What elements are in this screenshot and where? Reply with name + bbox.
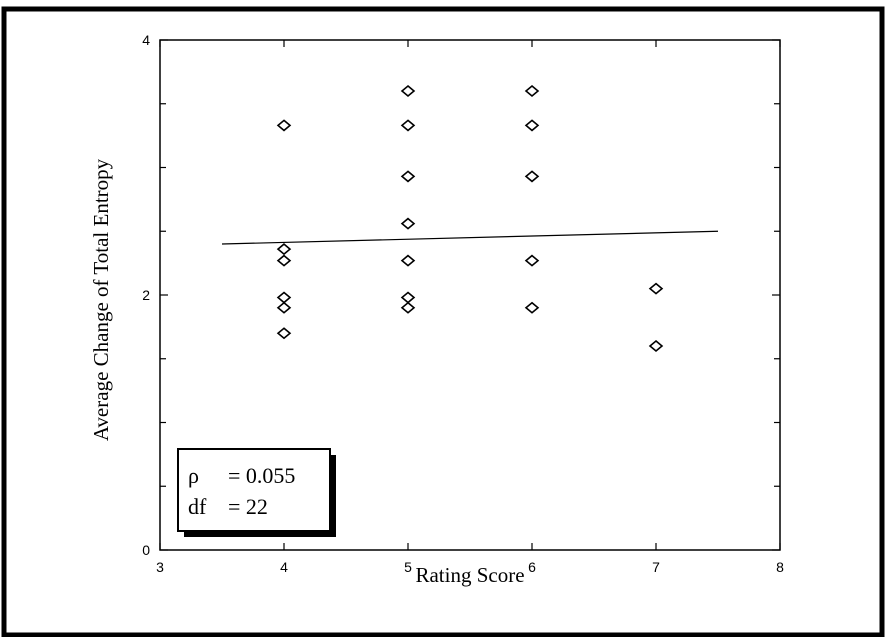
figure-border [1, 6, 885, 638]
y-tick-label: 0 [142, 542, 150, 558]
data-point [400, 119, 416, 132]
data-point [524, 119, 540, 132]
regression-line [221, 230, 719, 245]
df-value: = 22 [228, 494, 268, 519]
y-tick-labels: 0 2 4 [142, 32, 150, 558]
data-point [276, 327, 292, 340]
y-tick-label: 2 [142, 287, 150, 303]
data-point [276, 119, 292, 132]
y-axis-title: Average Change of Total Entropy [89, 158, 113, 441]
x-axis-title: Rating Score [415, 563, 524, 587]
data-point [400, 170, 416, 183]
x-tick-label: 4 [280, 559, 288, 575]
x-tick-label: 3 [156, 559, 164, 575]
df-label: df [188, 494, 207, 519]
data-points [276, 84, 664, 353]
y-tick-label: 4 [142, 32, 150, 48]
x-tick-label: 6 [528, 559, 536, 575]
data-point [524, 170, 540, 183]
x-tick-label: 8 [776, 559, 784, 575]
data-point [524, 301, 540, 314]
data-point [648, 339, 664, 353]
stats-box-frame [177, 448, 331, 532]
data-point [524, 254, 540, 267]
data-point [400, 217, 416, 230]
x-tick-label: 7 [652, 559, 660, 575]
data-point [648, 282, 664, 295]
x-tick-label: 5 [404, 559, 412, 575]
data-point [276, 301, 292, 314]
axis-ticks [159, 39, 781, 551]
data-point [276, 254, 292, 267]
rho-value: = 0.055 [228, 463, 295, 488]
data-point [400, 254, 416, 267]
data-point [276, 243, 292, 256]
x-tick-labels: 3 4 5 6 7 8 [156, 559, 784, 575]
data-point [524, 84, 540, 98]
stats-box: ρ = 0.055 df = 22 [177, 448, 336, 537]
data-point [400, 84, 416, 98]
rho-symbol: ρ [188, 463, 199, 488]
data-point [276, 291, 292, 304]
data-point [400, 301, 416, 314]
data-point [400, 291, 416, 304]
